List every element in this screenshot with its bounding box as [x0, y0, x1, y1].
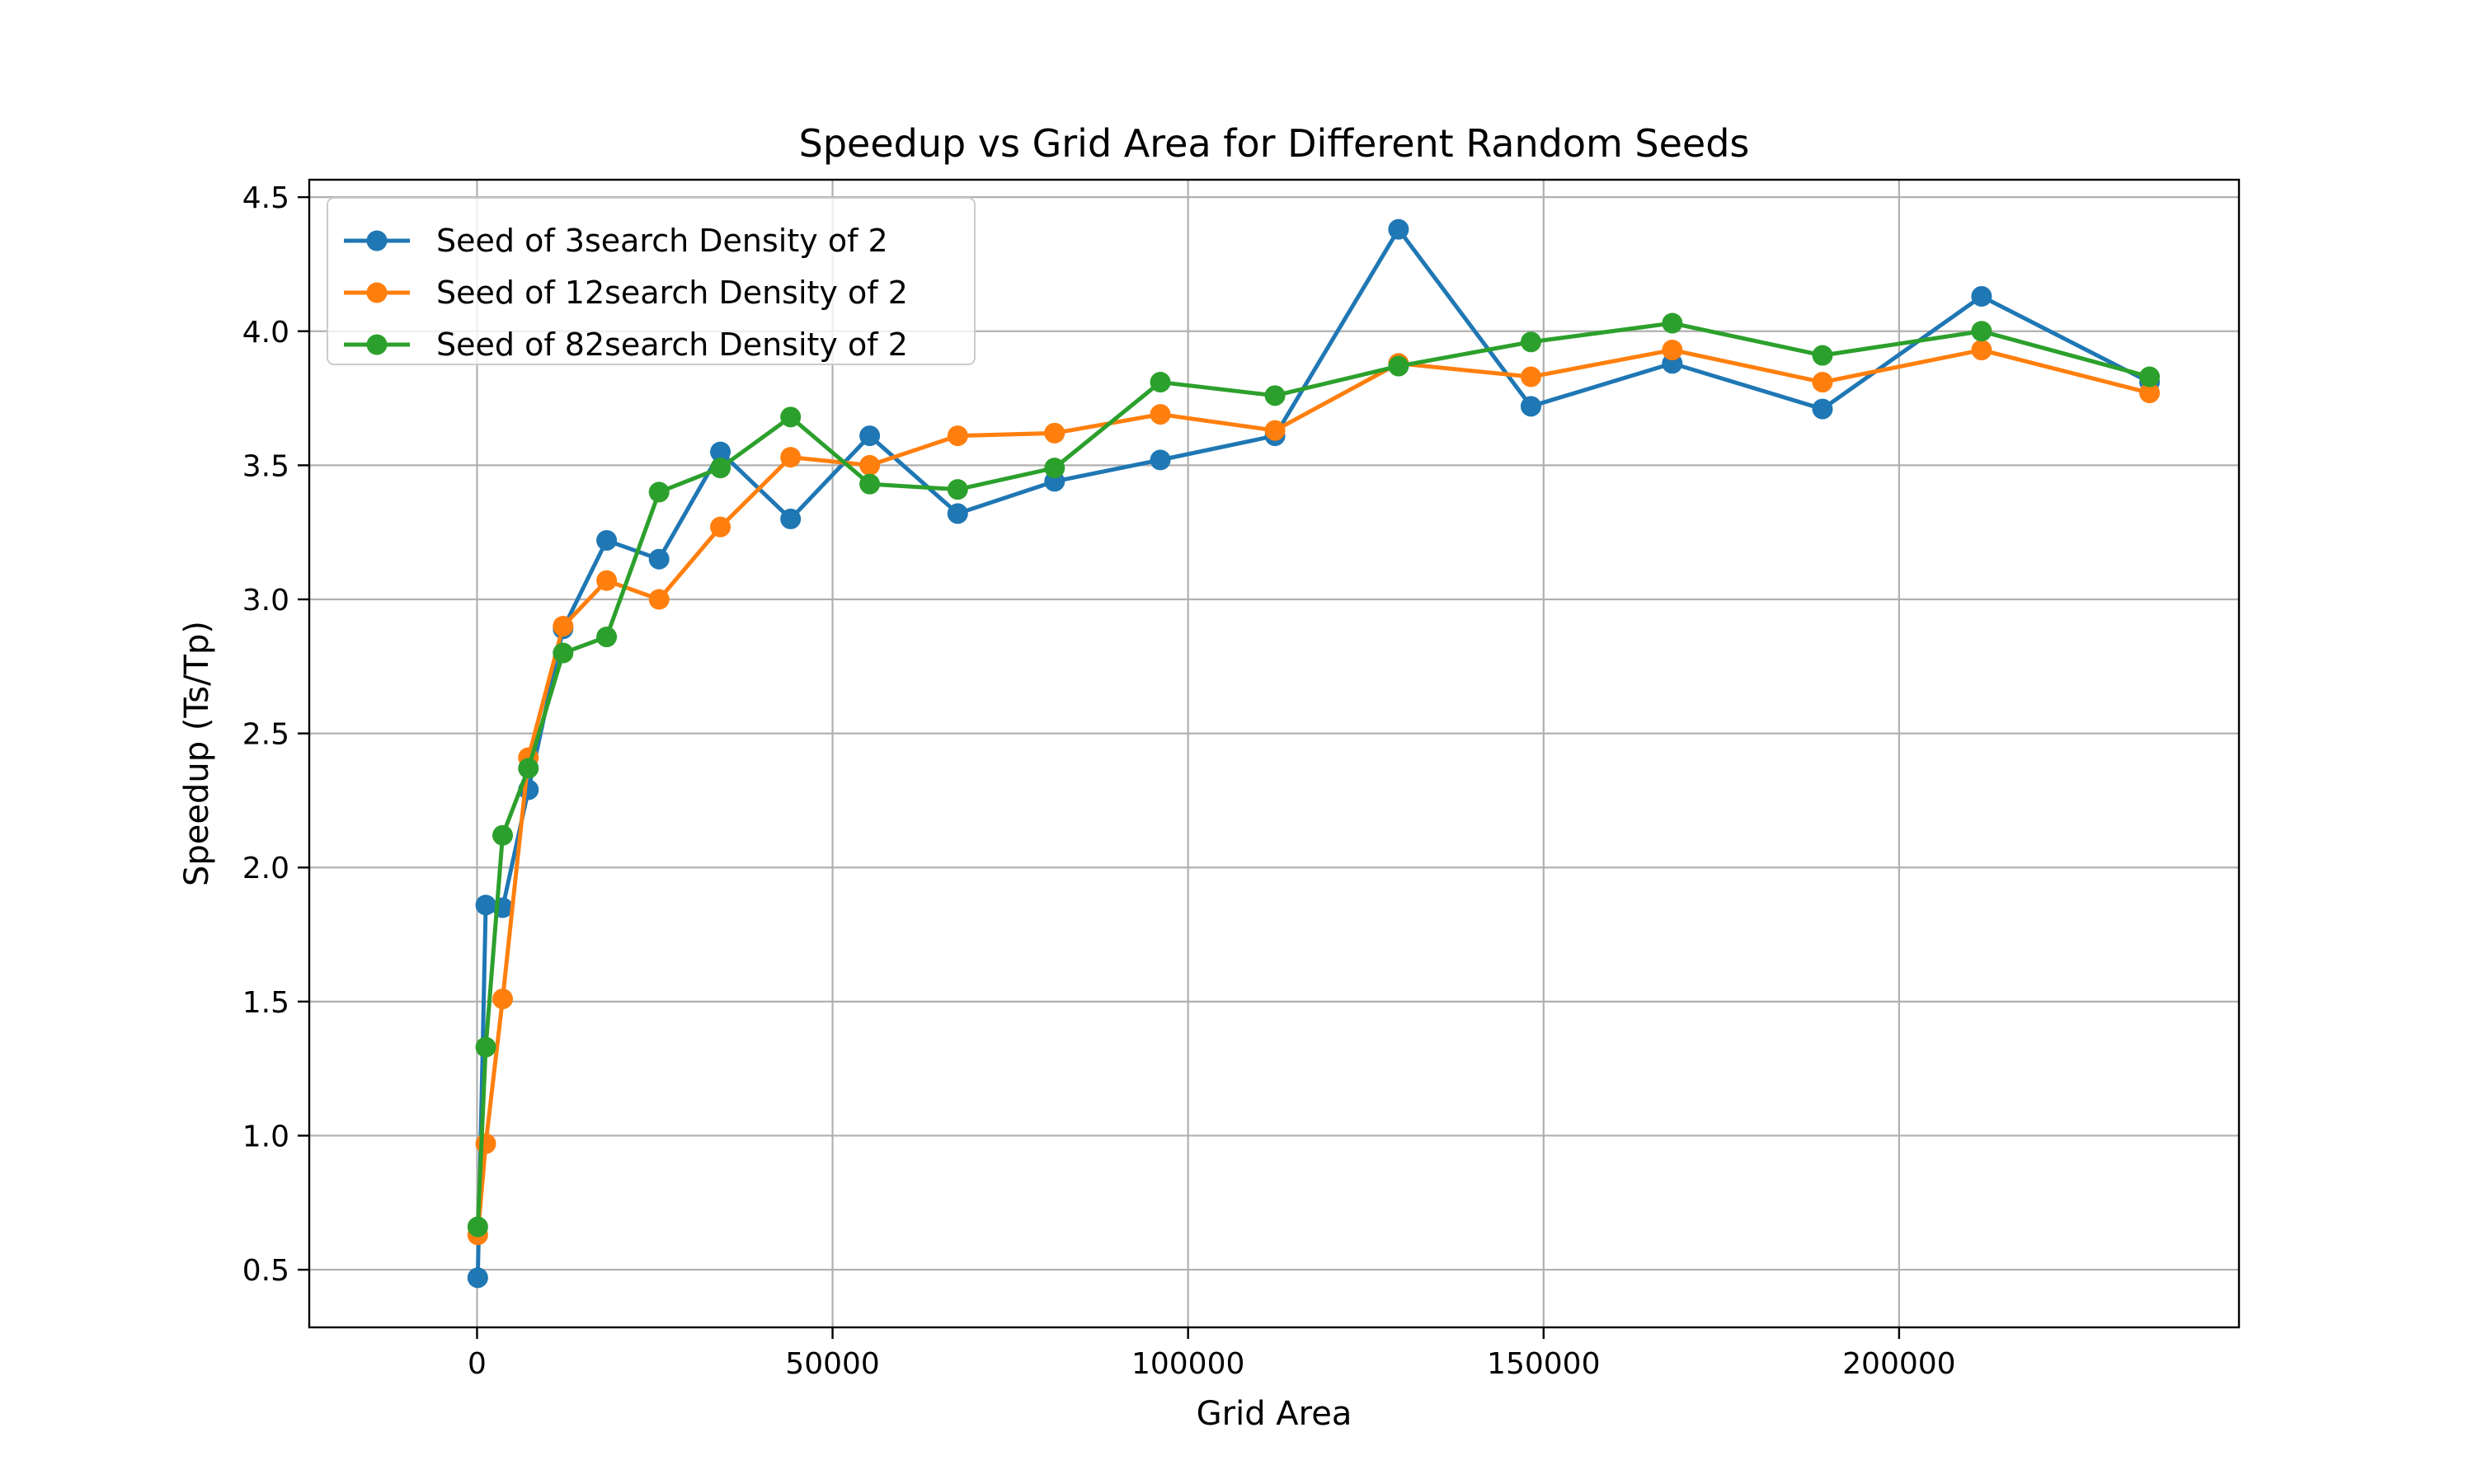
- series-line: [475, 348, 2151, 1236]
- legend-entry: Seed of 3search Density of 2: [344, 223, 888, 259]
- data-point: [1044, 458, 1065, 479]
- y-tick-label: 3.5: [242, 449, 289, 483]
- data-point: [1662, 312, 1683, 334]
- data-point: [1150, 449, 1171, 471]
- data-point: [596, 570, 618, 591]
- x-axis-title: Grid Area: [1197, 1395, 1352, 1433]
- legend-label: Seed of 3search Density of 2: [436, 223, 888, 259]
- data-point: [947, 479, 968, 500]
- data-point: [1150, 404, 1171, 425]
- data-point: [780, 508, 802, 529]
- y-tick-label: 4.0: [242, 316, 289, 350]
- y-tick-label: 4.5: [242, 181, 289, 215]
- data-point: [1150, 372, 1171, 393]
- y-tick-label: 1.0: [242, 1120, 289, 1153]
- data-point: [1971, 285, 1992, 307]
- data-point: [1520, 366, 1541, 387]
- data-point: [596, 529, 618, 551]
- data-point: [859, 454, 881, 476]
- data-point: [947, 503, 968, 524]
- data-point: [1662, 340, 1683, 361]
- plot-frame: [308, 178, 2241, 1329]
- data-point: [859, 473, 881, 495]
- axis-ticks: 0 50000 100000 150000 200000 0.5 1.0 1.5 2.0 2.5 3…: [242, 181, 1956, 1381]
- legend-entry: Seed of 12search Density of 2: [344, 275, 908, 311]
- grid: [309, 180, 2239, 1327]
- y-axis-title: Speedup (Ts/Tp): [178, 621, 216, 886]
- y-tick-label: 0.5: [242, 1254, 289, 1288]
- y-tick-label: 3.0: [242, 584, 289, 618]
- data-point: [467, 1267, 488, 1289]
- data-point: [648, 548, 670, 570]
- legend-label: Seed of 12search Density of 2: [436, 275, 908, 311]
- x-tick-label: 0: [468, 1347, 487, 1381]
- data-point: [2139, 366, 2161, 387]
- data-point: [1044, 422, 1065, 444]
- data-point: [1388, 218, 1409, 240]
- data-point: [1812, 372, 1833, 393]
- data-point: [1971, 340, 1992, 361]
- data-point: [467, 1216, 488, 1237]
- y-tick-label: 2.5: [242, 718, 289, 752]
- legend-entry: Seed of 82search Density of 2: [344, 326, 908, 363]
- data-point: [648, 481, 670, 503]
- data-point: [1971, 321, 1992, 342]
- legend-swatch-marker: [366, 334, 388, 355]
- data-point: [2139, 383, 2161, 404]
- data-point: [475, 895, 496, 916]
- data-point: [648, 589, 670, 610]
- data-point: [1388, 355, 1409, 377]
- data-point: [780, 447, 802, 468]
- data-point: [710, 458, 731, 479]
- data-point: [553, 616, 574, 637]
- data-point: [475, 1036, 496, 1058]
- data-point: [1812, 345, 1833, 366]
- data-point: [475, 1133, 496, 1154]
- data-point: [947, 425, 968, 447]
- data-point: [1264, 420, 1286, 441]
- data-point: [553, 642, 574, 664]
- series-line: [475, 321, 2151, 1228]
- x-tick-label: 50000: [785, 1347, 880, 1381]
- x-tick-label: 200000: [1842, 1347, 1955, 1381]
- data-point: [1520, 331, 1541, 353]
- data-point: [710, 516, 731, 538]
- legend-box: [327, 197, 976, 365]
- legend-swatch-marker: [366, 230, 388, 251]
- legend: Seed of 3search Density of 2 Seed of 12se…: [327, 197, 976, 365]
- data-point: [596, 627, 618, 648]
- y-tick-label: 2.0: [242, 852, 289, 885]
- data-point: [1520, 396, 1541, 417]
- chart-title: Speedup vs Grid Area for Different Rando…: [799, 121, 1750, 166]
- legend-label: Seed of 82search Density of 2: [436, 326, 908, 363]
- data-point: [518, 758, 539, 779]
- data-point: [710, 441, 731, 463]
- data-point: [780, 406, 802, 428]
- y-tick-label: 1.5: [242, 986, 289, 1020]
- series-2: [467, 312, 2161, 1237]
- series-lines: [467, 218, 2161, 1289]
- data-point: [1264, 385, 1286, 406]
- data-point: [492, 989, 514, 1010]
- data-point: [1812, 398, 1833, 420]
- data-point: [492, 824, 514, 846]
- data-point: [859, 425, 881, 447]
- legend-swatch-marker: [366, 282, 388, 303]
- x-tick-label: 100000: [1131, 1347, 1244, 1381]
- x-tick-label: 150000: [1487, 1347, 1600, 1381]
- series-1: [467, 340, 2161, 1246]
